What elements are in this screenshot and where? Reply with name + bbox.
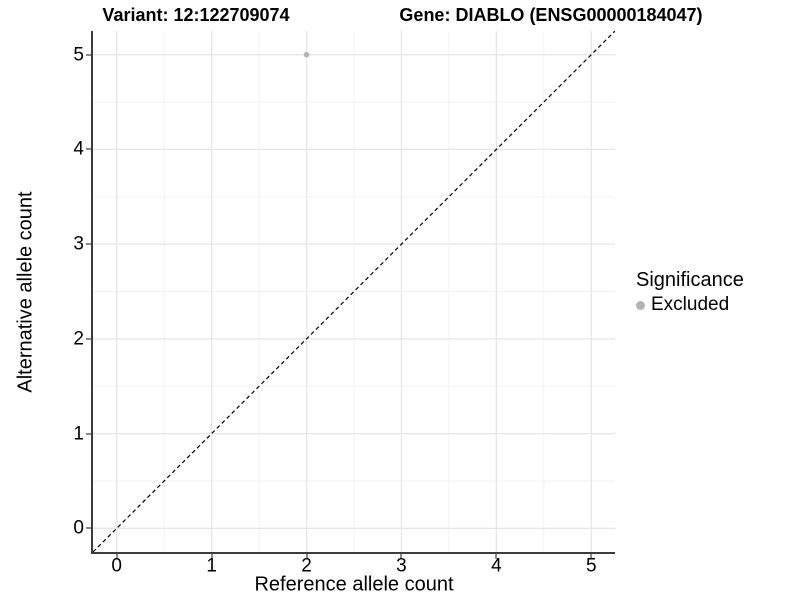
y-tick-mark [86,243,91,246]
plot-canvas [93,31,615,552]
data-point-excluded [303,51,310,58]
y-tick-mark [86,337,91,340]
plot-title-gene: Gene: DIABLO (ENSG00000184047) [399,5,703,25]
legend-dot-icon [636,300,645,310]
legend-item-excluded: Excluded [636,294,744,316]
y-tick-label: 0 [73,517,84,539]
y-tick-label: 2 [73,328,84,350]
legend-title: Significance [636,269,744,291]
y-tick-mark [86,148,91,151]
x-tick-label: 0 [111,555,123,577]
y-tick-mark [86,432,91,435]
x-tick-mark [210,554,213,559]
x-tick-mark [495,554,498,559]
y-tick-label: 1 [73,423,84,445]
legend-item-label: Excluded [651,294,730,315]
x-tick-label: 4 [491,555,502,577]
plot-title-variant: Variant: 12:122709074 [102,5,290,25]
x-tick-label: 2 [301,555,312,577]
identity-line [93,31,615,552]
x-tick-label: 1 [206,555,217,577]
x-axis-title: Reference allele count [254,573,454,596]
y-tick-label: 4 [73,138,84,160]
x-tick-label: 3 [396,555,407,577]
x-tick-mark [400,554,403,559]
legend: Significance Excluded [636,269,744,316]
plot-panel [91,31,615,554]
y-axis-title: Alternative allele count [14,191,37,393]
y-tick-mark [86,53,91,56]
y-tick-label: 3 [73,233,84,255]
x-tick-mark [590,554,593,559]
x-tick-mark [305,554,308,559]
x-tick-label: 5 [585,555,597,577]
y-tick-label: 5 [73,44,84,66]
x-tick-mark [115,554,118,559]
y-tick-mark [86,527,91,530]
